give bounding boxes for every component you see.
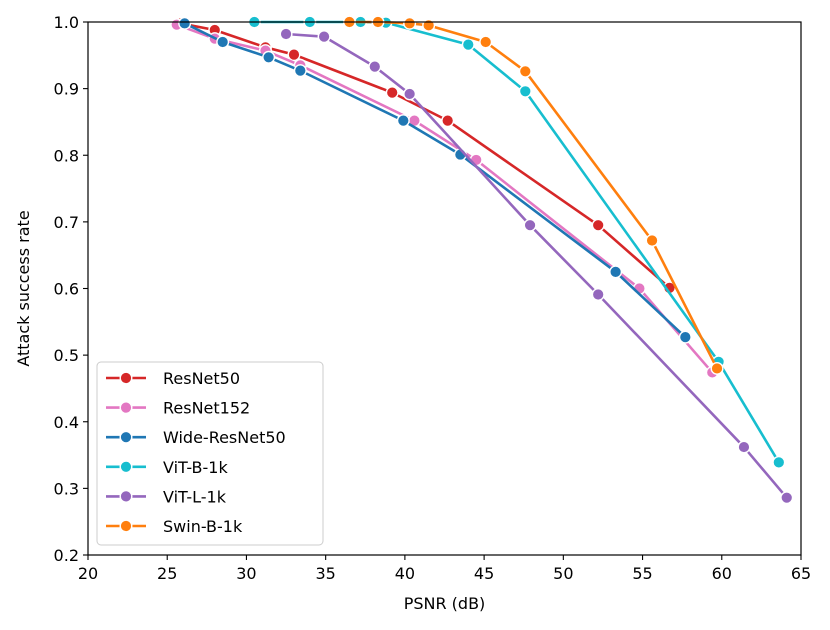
x-tick-label: 25 (157, 564, 177, 583)
data-point (403, 16, 417, 30)
data-point (385, 86, 399, 100)
data-point (216, 35, 230, 49)
series-vit-l-1k (279, 27, 794, 505)
series-line (184, 22, 687, 339)
series-line (176, 23, 714, 374)
data-point (262, 50, 276, 64)
x-tick-label: 60 (712, 564, 732, 583)
legend-marker (119, 430, 133, 444)
legend-entry: ResNet50 (106, 369, 240, 388)
y-tick-label: 0.6 (54, 280, 79, 299)
data-point (461, 38, 475, 52)
data-point (591, 287, 605, 301)
data-point (287, 48, 301, 62)
data-point (403, 87, 417, 101)
y-tick-label: 0.7 (54, 213, 79, 232)
x-axis-label: PSNR (dB) (404, 594, 486, 613)
x-tick-label: 50 (553, 564, 573, 583)
data-point (737, 440, 751, 454)
series-swin-b-1k (342, 15, 724, 375)
data-point (441, 114, 455, 128)
data-point (609, 265, 623, 279)
y-tick-label: 0.9 (54, 80, 79, 99)
x-tick-label: 65 (791, 564, 811, 583)
y-tick-label: 0.5 (54, 346, 79, 365)
data-point (396, 114, 410, 128)
legend-label: ViT-B-1k (163, 458, 228, 477)
series-wide-resnet50 (178, 16, 692, 344)
data-point (591, 218, 605, 232)
data-point (780, 491, 794, 505)
x-tick-label: 30 (236, 564, 256, 583)
legend-marker (119, 460, 133, 474)
x-axis-ticks: 20 25 30 35 40 45 50 55 60 65 (78, 555, 811, 583)
legend-label: Wide-ResNet50 (163, 428, 286, 447)
x-tick-label: 20 (78, 564, 98, 583)
data-point (422, 18, 436, 32)
data-point (518, 64, 532, 78)
series-resnet152 (170, 18, 719, 379)
legend-marker (119, 519, 133, 533)
legend-label: ViT-L-1k (163, 487, 227, 506)
data-point (178, 16, 192, 30)
x-tick-label: 55 (632, 564, 652, 583)
data-point (678, 330, 692, 344)
legend-marker (119, 401, 133, 415)
data-point (279, 27, 293, 41)
y-axis-ticks: 0.2 0.3 0.4 0.5 0.6 0.7 0.8 0.9 1.0 (54, 13, 88, 565)
series-line (179, 22, 671, 289)
legend-label: ResNet50 (163, 369, 240, 388)
legend-entry: ViT-L-1k (106, 487, 227, 506)
x-tick-label: 40 (395, 564, 415, 583)
data-point (645, 234, 659, 248)
series-line (254, 20, 780, 464)
y-tick-label: 0.2 (54, 546, 79, 565)
data-point (479, 35, 493, 49)
data-point (293, 64, 307, 78)
legend-entry: Swin-B-1k (106, 517, 243, 536)
y-tick-label: 1.0 (54, 13, 79, 32)
legend-label: Swin-B-1k (163, 517, 243, 536)
legend-entry: ResNet152 (106, 399, 250, 418)
legend: ResNet50 ResNet152 Wide-ResNet50 ViT-B-1k Vi… (96, 361, 324, 546)
legend-box (96, 361, 324, 546)
series-line (285, 32, 788, 499)
legend-label: ResNet152 (163, 399, 250, 418)
series-layer (170, 15, 794, 505)
y-tick-label: 0.4 (54, 413, 79, 432)
y-tick-label: 0.3 (54, 479, 79, 498)
series-resnet50 (173, 16, 676, 295)
data-point (518, 84, 532, 98)
y-axis-label: Attack success rate (14, 210, 33, 366)
legend-entry: Wide-ResNet50 (106, 428, 286, 447)
x-tick-label: 45 (474, 564, 494, 583)
data-point (368, 60, 382, 74)
y-tick-label: 0.8 (54, 146, 79, 165)
data-point (523, 218, 537, 232)
legend-entry: ViT-B-1k (106, 458, 228, 477)
legend-marker (119, 371, 133, 385)
legend-marker (119, 489, 133, 503)
data-point (772, 455, 786, 469)
x-tick-label: 35 (315, 564, 335, 583)
data-point (317, 30, 331, 44)
data-point (710, 361, 724, 375)
